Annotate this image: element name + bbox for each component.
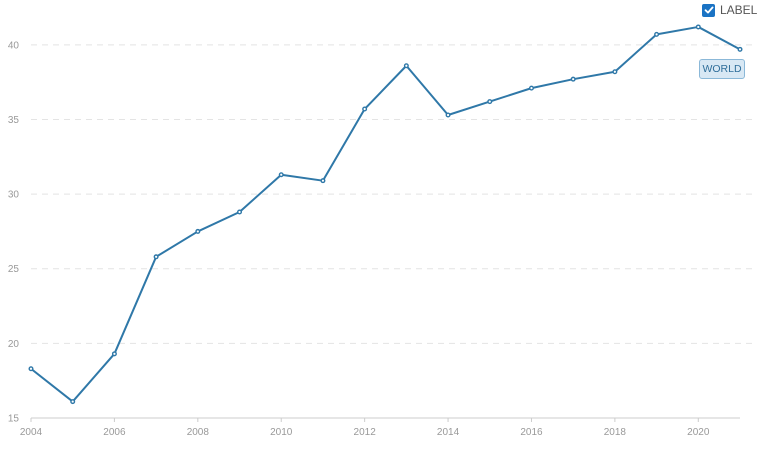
y-tick-label: 40 (8, 40, 20, 51)
data-point[interactable] (528, 85, 534, 91)
data-point[interactable] (70, 399, 76, 405)
data-point[interactable] (278, 172, 284, 178)
x-tick-label: 2016 (520, 427, 543, 438)
data-point[interactable] (445, 112, 451, 118)
x-tick-label: 2010 (270, 427, 293, 438)
x-axis-ticks: 2004 2006 2008 2010 2012 2014 2016 2018 2020 (20, 418, 710, 438)
grid-lines (31, 44, 757, 344)
label-toggle[interactable]: LABEL (702, 3, 757, 17)
data-point[interactable] (28, 366, 34, 372)
series-label-world: WORLD (699, 59, 745, 79)
y-tick-label: 30 (8, 190, 20, 201)
y-tick-label: 35 (8, 115, 20, 126)
x-tick-label: 2018 (604, 427, 627, 438)
data-point[interactable] (654, 31, 660, 37)
data-point[interactable] (570, 76, 576, 82)
data-point[interactable] (237, 209, 243, 215)
data-point[interactable] (320, 178, 326, 184)
data-point[interactable] (487, 99, 493, 105)
data-point[interactable] (612, 69, 618, 75)
data-point[interactable] (695, 24, 701, 30)
checkmark-icon (704, 6, 713, 14)
data-point[interactable] (195, 228, 201, 234)
data-point[interactable] (153, 254, 159, 260)
x-tick-label: 2004 (20, 427, 43, 438)
y-tick-label: 25 (8, 264, 20, 275)
y-axis-ticks: 15 20 25 30 35 40 (8, 40, 20, 424)
data-point[interactable] (737, 46, 743, 52)
x-tick-label: 2012 (354, 427, 377, 438)
data-point[interactable] (403, 63, 409, 69)
x-tick-label: 2020 (687, 427, 710, 438)
y-tick-label: 20 (8, 339, 20, 350)
series-world (28, 24, 743, 405)
x-tick-label: 2008 (187, 427, 210, 438)
x-tick-label: 2014 (437, 427, 460, 438)
series-line (30, 25, 741, 403)
label-checkbox[interactable] (702, 3, 715, 17)
y-tick-label: 15 (8, 414, 20, 425)
data-point[interactable] (362, 106, 368, 112)
label-toggle-text: LABEL (720, 3, 757, 17)
data-point[interactable] (111, 351, 117, 357)
x-tick-label: 2006 (103, 427, 126, 438)
